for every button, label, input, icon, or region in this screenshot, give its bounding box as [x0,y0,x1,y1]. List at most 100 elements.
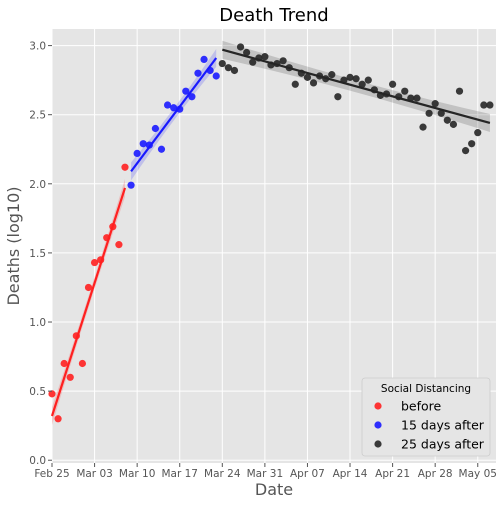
x-tick-label: Mar 31 [247,468,284,480]
data-point [285,64,293,72]
data-point [182,87,190,95]
y-tick-label: 3.0 [29,41,46,53]
regression-line [130,57,218,173]
data-points [48,43,494,423]
data-point [389,80,397,88]
data-point [48,390,56,398]
data-point [249,58,257,66]
y-tick-label: 1.0 [29,317,46,329]
data-point [340,76,348,84]
legend-title: Social Distancing [381,383,471,395]
regression-line [222,48,491,125]
data-point [212,72,220,80]
y-axis-ticks: 0.0 0.5 1.0 1.5 2.0 2.5 3.0 [29,41,52,467]
data-point [425,109,433,117]
data-point [133,149,141,157]
data-point [72,332,80,340]
x-tick-label: Mar 17 [161,468,198,480]
data-point [382,90,391,98]
data-point [419,123,427,131]
data-point [468,140,476,148]
legend-marker [374,440,382,448]
data-point [103,234,111,242]
data-point [303,73,312,81]
data-point [200,55,208,64]
data-point [431,100,439,108]
data-point [334,93,342,101]
legend: Social Distancing before 15 days after 25 … [361,377,491,457]
x-tick-label: May 05 [459,468,497,480]
data-point [127,181,135,189]
data-point [236,43,245,51]
data-point [157,145,166,153]
data-point [90,258,99,267]
data-point [474,129,482,137]
data-point [328,71,336,79]
data-point [121,163,129,171]
data-point [413,94,421,102]
x-tick-label: Mar 10 [119,468,156,480]
data-point [322,75,330,83]
data-point [109,223,117,231]
data-point [163,101,172,109]
y-tick-label: 0.5 [29,386,46,398]
data-point [309,79,318,87]
data-point [60,359,68,368]
data-point [176,105,184,113]
y-tick-label: 1.5 [29,248,46,260]
data-point [97,256,105,264]
data-point [443,116,451,124]
data-point [78,359,87,368]
data-point [115,241,123,249]
data-point [455,87,464,95]
x-tick-label: Mar 03 [76,468,113,480]
data-point [352,75,360,83]
y-axis-label: Deaths (log10) [4,186,23,305]
x-axis-label: Date [255,480,293,499]
data-point [218,59,226,68]
x-axis-ticks: Feb 25 Mar 03 Mar 10 Mar 17 Mar 24 Mar 31 Apr … [34,463,497,480]
x-tick-label: Feb 25 [34,468,69,480]
data-point [145,141,153,149]
data-point [255,54,263,62]
data-point [370,86,378,94]
data-point [346,73,354,81]
y-tick-label: 2.5 [29,110,46,122]
data-point [224,64,232,72]
x-tick-label: Mar 24 [204,468,241,480]
legend-box [361,377,491,457]
y-tick-label: 2.0 [29,179,46,191]
data-point [407,94,415,102]
data-point [395,93,403,101]
legend-label: before [401,399,442,414]
data-point [279,57,287,65]
data-point [297,69,305,77]
x-tick-label: Apr 14 [333,468,368,480]
data-point [194,69,202,77]
data-point [376,91,385,99]
data-point [139,140,147,148]
data-point [206,66,214,75]
data-point [461,147,470,155]
x-tick-label: Apr 07 [290,468,325,480]
data-point [151,124,159,133]
data-point [449,120,458,128]
data-point [84,283,93,292]
data-point [291,80,299,88]
data-point [273,59,281,68]
chart-title: Death Trend [219,5,328,26]
data-point [170,104,178,112]
legend-entries: before 15 days after 25 days after [374,399,485,452]
x-tick-label: Apr 21 [375,468,410,480]
y-tick-label: 0.0 [29,455,46,467]
legend-label: 25 days after [401,437,485,452]
data-point [401,87,409,95]
data-point [437,109,445,117]
legend-label: 15 days after [401,418,485,433]
data-point [267,61,275,69]
data-point [66,373,74,381]
data-point [316,72,324,80]
legend-marker [374,421,382,429]
data-point [358,80,366,88]
